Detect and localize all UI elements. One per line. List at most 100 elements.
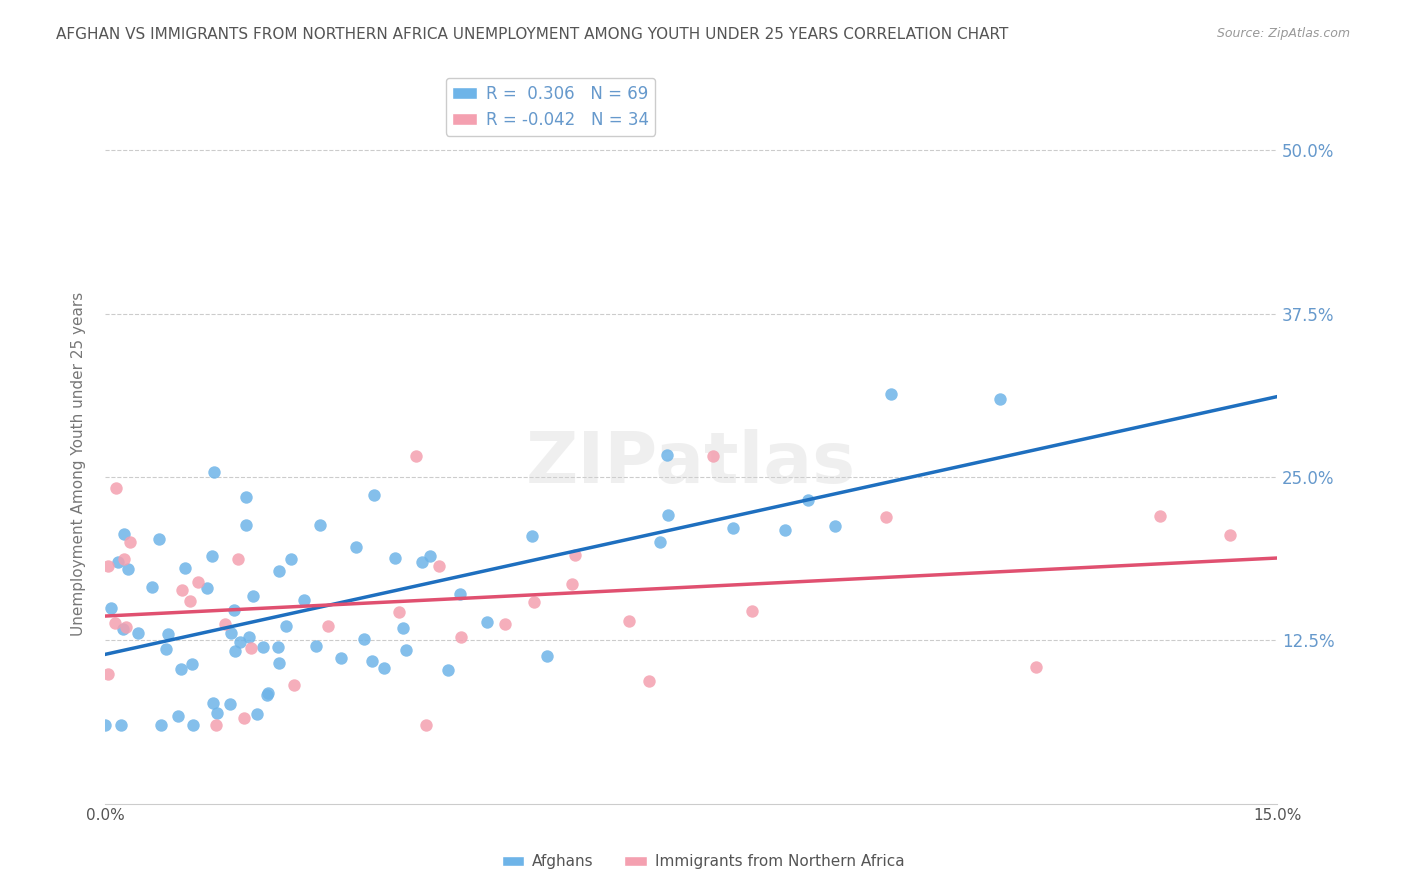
- Text: Source: ZipAtlas.com: Source: ZipAtlas.com: [1216, 27, 1350, 40]
- Point: [1149, 508, 1171, 523]
- Point: [167, 709, 190, 723]
- Point: [179, 593, 201, 607]
- Point: [419, 549, 441, 563]
- Point: [94, 718, 117, 732]
- Point: [304, 639, 326, 653]
- Point: [222, 603, 245, 617]
- Point: [309, 518, 332, 533]
- Point: [449, 587, 471, 601]
- Point: [405, 449, 427, 463]
- Point: [204, 718, 226, 732]
- Point: [292, 593, 315, 607]
- Point: [702, 449, 724, 463]
- Point: [110, 718, 132, 732]
- Point: [235, 518, 257, 533]
- Point: [520, 529, 543, 543]
- Point: [353, 632, 375, 646]
- Point: [797, 493, 820, 508]
- Point: [384, 551, 406, 566]
- Point: [187, 574, 209, 589]
- Point: [523, 595, 546, 609]
- Point: [329, 651, 352, 665]
- Point: [280, 552, 302, 566]
- Point: [267, 640, 290, 655]
- Point: [214, 616, 236, 631]
- Point: [252, 640, 274, 655]
- Point: [97, 667, 120, 681]
- Point: [235, 490, 257, 504]
- Point: [224, 644, 246, 658]
- Point: [657, 448, 679, 462]
- Point: [773, 524, 796, 538]
- Point: [232, 710, 254, 724]
- Point: [112, 527, 135, 541]
- Point: [617, 615, 640, 629]
- Point: [373, 661, 395, 675]
- Point: [246, 706, 269, 721]
- Point: [118, 535, 141, 549]
- Point: [561, 577, 583, 591]
- Point: [128, 625, 150, 640]
- Point: [202, 696, 225, 710]
- Point: [219, 697, 242, 711]
- Point: [536, 648, 558, 663]
- Point: [450, 630, 472, 644]
- Legend: R =  0.306   N = 69, R = -0.042   N = 34: R = 0.306 N = 69, R = -0.042 N = 34: [446, 78, 655, 136]
- Point: [392, 621, 415, 635]
- Point: [1025, 660, 1047, 674]
- Point: [242, 589, 264, 603]
- Point: [494, 616, 516, 631]
- Point: [150, 718, 173, 732]
- Point: [112, 552, 135, 566]
- Point: [269, 564, 291, 578]
- Point: [657, 508, 679, 523]
- Point: [111, 622, 134, 636]
- Point: [115, 620, 138, 634]
- Point: [360, 654, 382, 668]
- Point: [395, 642, 418, 657]
- Text: ZIPatlas: ZIPatlas: [526, 429, 856, 499]
- Point: [156, 627, 179, 641]
- Point: [564, 548, 586, 562]
- Point: [256, 688, 278, 702]
- Point: [183, 718, 205, 732]
- Point: [228, 551, 250, 566]
- Point: [104, 615, 127, 630]
- Point: [267, 656, 290, 670]
- Point: [229, 634, 252, 648]
- Point: [363, 488, 385, 502]
- Point: [117, 562, 139, 576]
- Point: [170, 583, 193, 598]
- Point: [721, 521, 744, 535]
- Point: [741, 604, 763, 618]
- Point: [207, 706, 229, 721]
- Legend: Afghans, Immigrants from Northern Africa: Afghans, Immigrants from Northern Africa: [495, 848, 911, 875]
- Point: [387, 605, 409, 619]
- Point: [219, 626, 242, 640]
- Point: [650, 535, 672, 549]
- Point: [100, 601, 122, 615]
- Point: [195, 581, 218, 595]
- Point: [155, 641, 177, 656]
- Point: [316, 619, 339, 633]
- Point: [437, 664, 460, 678]
- Point: [141, 580, 163, 594]
- Point: [148, 532, 170, 546]
- Point: [344, 540, 367, 554]
- Point: [97, 559, 120, 574]
- Point: [202, 465, 225, 479]
- Point: [180, 657, 202, 671]
- Point: [875, 509, 897, 524]
- Point: [105, 481, 128, 495]
- Point: [637, 673, 659, 688]
- Point: [107, 555, 129, 569]
- Point: [257, 686, 280, 700]
- Point: [415, 718, 437, 732]
- Point: [988, 392, 1011, 406]
- Text: AFGHAN VS IMMIGRANTS FROM NORTHERN AFRICA UNEMPLOYMENT AMONG YOUTH UNDER 25 YEAR: AFGHAN VS IMMIGRANTS FROM NORTHERN AFRIC…: [56, 27, 1008, 42]
- Point: [824, 519, 846, 533]
- Y-axis label: Unemployment Among Youth under 25 years: Unemployment Among Youth under 25 years: [72, 292, 86, 636]
- Point: [880, 386, 903, 401]
- Point: [427, 558, 450, 573]
- Point: [1218, 528, 1240, 542]
